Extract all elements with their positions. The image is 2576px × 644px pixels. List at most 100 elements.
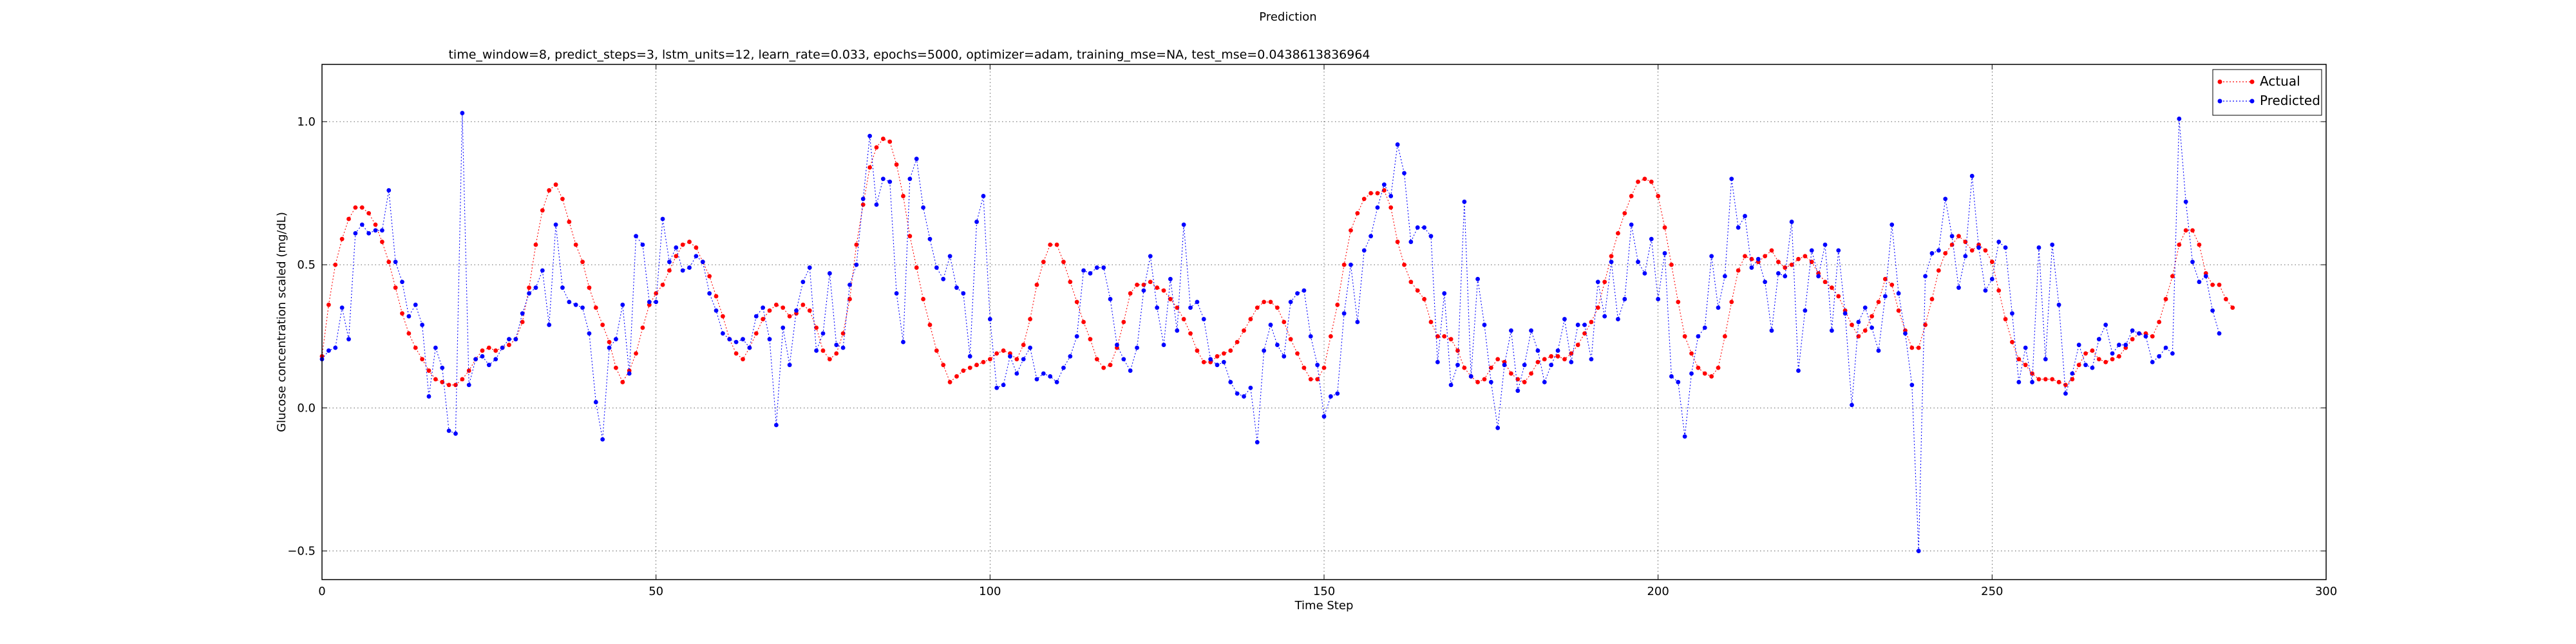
data-point-actual — [540, 208, 545, 213]
data-point-actual — [1595, 305, 1600, 310]
data-point-predicted — [1235, 391, 1240, 396]
data-point-predicted — [1195, 299, 1200, 305]
data-point-predicted — [1388, 194, 1394, 198]
legend-label-predicted: Predicted — [2260, 93, 2320, 108]
data-point-actual — [1248, 317, 1253, 321]
data-point-actual — [1255, 305, 1260, 310]
data-point-predicted — [1842, 311, 1848, 316]
data-point-predicted — [694, 254, 699, 259]
data-point-predicted — [1816, 274, 1821, 279]
data-point-actual — [927, 323, 933, 327]
data-point-actual — [880, 137, 886, 141]
data-point-actual — [1375, 191, 1380, 196]
data-point-predicted — [767, 337, 772, 342]
data-point-actual — [1048, 242, 1053, 247]
data-point-actual — [1709, 374, 1714, 379]
data-point-predicted — [741, 337, 745, 342]
data-point-predicted — [781, 325, 786, 330]
data-point-actual — [2210, 282, 2215, 287]
figure-suptitle: Prediction — [1259, 10, 1316, 24]
data-point-actual — [1088, 337, 1093, 342]
data-point-actual — [660, 282, 665, 287]
data-point-actual — [2096, 357, 2101, 362]
data-point-actual — [894, 162, 899, 167]
data-point-actual — [1636, 179, 1640, 184]
data-point-actual — [1783, 265, 1788, 270]
data-point-predicted — [1188, 305, 1193, 310]
data-point-actual — [420, 357, 424, 362]
data-point-actual — [573, 242, 578, 247]
data-point-predicted — [433, 345, 438, 350]
data-point-actual — [1155, 285, 1160, 290]
data-point-predicted — [1803, 308, 1808, 313]
x-tick-label: 150 — [1313, 585, 1335, 598]
data-point-predicted — [2023, 345, 2028, 350]
y-axis-label: Glucose concentration scaled (mg/dL) — [275, 212, 289, 432]
data-point-actual — [2150, 334, 2155, 339]
data-point-predicted — [1321, 414, 1327, 419]
data-point-actual — [1094, 357, 1099, 362]
data-point-predicted — [2096, 337, 2101, 342]
data-point-predicted — [1595, 279, 1600, 285]
data-point-actual — [961, 368, 966, 373]
data-point-predicted — [359, 222, 365, 227]
data-point-actual — [807, 308, 812, 313]
data-point-actual — [433, 377, 438, 382]
data-point-predicted — [1375, 205, 1380, 210]
data-point-actual — [2224, 297, 2228, 301]
data-point-predicted — [967, 354, 972, 359]
data-point-actual — [587, 285, 592, 290]
data-point-actual — [734, 351, 739, 356]
data-point-actual — [1823, 279, 1828, 285]
data-point-predicted — [1115, 343, 1119, 347]
data-point-predicted — [1175, 328, 1180, 333]
data-point-actual — [981, 359, 986, 365]
data-point-actual — [1696, 365, 1701, 370]
data-point-predicted — [2177, 117, 2182, 121]
data-point-actual — [1282, 319, 1287, 325]
data-point-predicted — [867, 133, 873, 138]
data-point-predicted — [1128, 368, 1133, 373]
data-point-predicted — [1014, 371, 1019, 376]
data-point-actual — [600, 323, 605, 327]
data-point-predicted — [1509, 328, 1513, 333]
data-point-predicted — [1789, 220, 1794, 224]
legend: Actual Predicted — [2212, 69, 2322, 116]
data-point-predicted — [860, 196, 866, 202]
data-point-predicted — [620, 302, 625, 307]
data-point-predicted — [1969, 173, 1975, 178]
data-point-predicted — [654, 299, 659, 305]
data-point-predicted — [346, 337, 351, 342]
data-point-actual — [674, 254, 679, 259]
data-point-predicted — [366, 231, 372, 236]
data-point-predicted — [1255, 440, 1260, 445]
data-point-actual — [1268, 299, 1273, 305]
chart-title: time_window=8, predict_steps=3, lstm_uni… — [448, 48, 1370, 62]
data-point-predicted — [2083, 363, 2088, 368]
data-point-predicted — [1582, 323, 1587, 327]
data-point-predicted — [627, 371, 632, 376]
data-point-predicted — [527, 291, 531, 296]
data-point-predicted — [1028, 345, 1032, 350]
data-point-actual — [480, 348, 485, 353]
data-point-predicted — [1228, 379, 1233, 384]
data-point-actual — [1689, 351, 1694, 356]
data-point-actual — [453, 383, 458, 388]
data-point-predicted — [1976, 245, 1981, 250]
data-point-predicted — [1295, 291, 1300, 296]
data-point-predicted — [1756, 256, 1761, 261]
data-point-predicted — [567, 299, 572, 305]
data-point-predicted — [1161, 343, 1166, 347]
data-point-predicted — [2137, 331, 2141, 336]
data-point-actual — [1415, 288, 1420, 293]
data-point-predicted — [1495, 426, 1501, 430]
data-point-actual — [1428, 319, 1434, 325]
data-point-predicted — [547, 323, 552, 327]
data-point-actual — [1996, 288, 2002, 293]
data-point-actual — [1622, 211, 1627, 216]
data-point-predicted — [1515, 388, 1520, 393]
data-point-predicted — [1823, 242, 1828, 247]
data-point-predicted — [1769, 328, 1774, 333]
data-point-predicted — [1448, 383, 1454, 388]
